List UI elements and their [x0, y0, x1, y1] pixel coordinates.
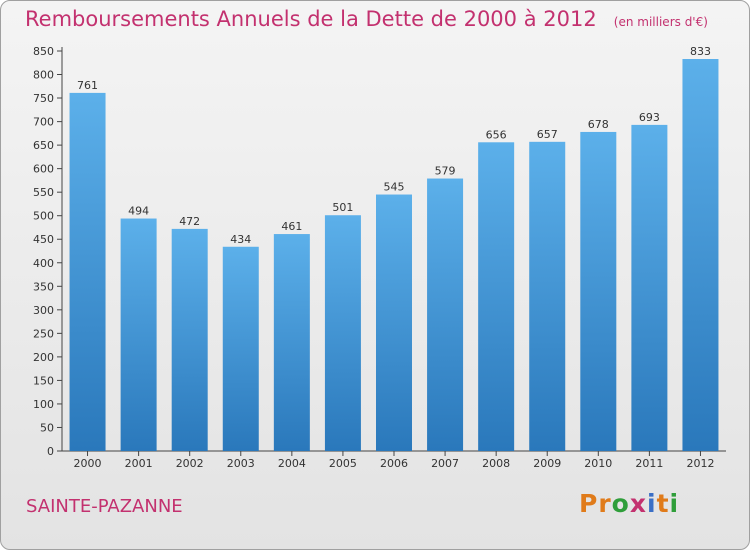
y-tick-label: 350: [33, 280, 54, 293]
brand-letter: P: [579, 489, 599, 518]
brand-logo: Proxiti: [579, 489, 679, 518]
y-tick-label: 800: [33, 69, 54, 82]
y-tick-label: 300: [33, 304, 54, 317]
bar-2000: [69, 92, 106, 451]
y-tick-label: 100: [33, 398, 54, 411]
x-tick-label: 2004: [278, 457, 306, 470]
brand-letter: t: [656, 489, 670, 518]
x-tick-label: 2011: [635, 457, 663, 470]
title-row: Remboursements Annuels de la Dette de 20…: [25, 7, 708, 31]
y-tick-label: 150: [33, 374, 54, 387]
x-tick-label: 2012: [686, 457, 714, 470]
brand-letter: x: [629, 489, 647, 518]
y-tick-label: 650: [33, 139, 54, 152]
value-label-2010: 678: [588, 118, 609, 131]
value-label-2002: 472: [179, 215, 200, 228]
x-tick-label: 2008: [482, 457, 510, 470]
y-tick-label: 500: [33, 210, 54, 223]
brand-letter: i: [647, 489, 657, 518]
y-tick-label: 250: [33, 327, 54, 340]
bar-2011: [631, 124, 668, 451]
x-tick-label: 2001: [125, 457, 153, 470]
bar-2007: [427, 178, 464, 451]
y-tick-label: 700: [33, 116, 54, 129]
x-tick-label: 2007: [431, 457, 459, 470]
bar-2012: [682, 59, 719, 451]
bar-2005: [324, 215, 361, 451]
y-tick-label: 0: [47, 445, 54, 458]
bar-2006: [376, 194, 412, 451]
brand-letter: o: [611, 489, 630, 518]
x-tick-label: 2010: [584, 457, 612, 470]
y-tick-label: 550: [33, 186, 54, 199]
x-tick-label: 2000: [74, 457, 102, 470]
y-tick-label: 200: [33, 351, 54, 364]
brand-letter: i: [669, 489, 680, 518]
commune-name: SAINTE-PAZANNE: [26, 496, 183, 517]
value-label-2011: 693: [639, 111, 660, 124]
y-tick-label: 600: [33, 163, 54, 176]
brand-letter: r: [598, 489, 612, 518]
x-tick-label: 2006: [380, 457, 408, 470]
y-tick-label: 850: [33, 45, 54, 58]
chart-title: Remboursements Annuels de la Dette de 20…: [25, 7, 597, 31]
value-label-2000: 761: [77, 79, 98, 92]
value-label-2003: 434: [230, 233, 251, 246]
y-tick-label: 450: [33, 233, 54, 246]
bar-2001: [120, 218, 157, 451]
chart-subtitle: (en milliers d'€): [613, 15, 708, 29]
bar-2008: [478, 142, 515, 451]
value-labels: 761 494 472 434 461 501 545 579 656 657 678 693 833: [77, 45, 711, 246]
value-label-2004: 461: [281, 220, 302, 233]
x-tick-label: 2002: [176, 457, 204, 470]
value-label-2012: 833: [690, 45, 711, 58]
bar-2002: [171, 228, 208, 451]
value-label-2007: 579: [435, 165, 456, 178]
y-tick-label: 750: [33, 92, 54, 105]
value-label-2001: 494: [128, 205, 149, 218]
x-axis: 2000 2001 2002 2003 2004 2005 2006 2007 2008 2009…: [62, 450, 726, 470]
x-tick-label: 2009: [533, 457, 561, 470]
value-label-2006: 545: [384, 181, 405, 194]
value-label-2009: 657: [537, 128, 558, 141]
bar-2009: [529, 141, 566, 451]
x-tick-label: 2005: [329, 457, 357, 470]
bars: [69, 59, 719, 452]
y-tick-label: 50: [40, 421, 54, 434]
bar-2003: [222, 246, 259, 451]
value-label-2008: 656: [486, 128, 507, 141]
y-axis: 0 50 100 150 200 250 300 350 400 450 500 550 600 650 7…: [33, 45, 63, 458]
value-label-2005: 501: [332, 201, 353, 214]
bar-2010: [580, 131, 617, 452]
y-tick-label: 400: [33, 257, 54, 270]
bar-2004: [273, 234, 310, 451]
x-tick-label: 2003: [227, 457, 255, 470]
